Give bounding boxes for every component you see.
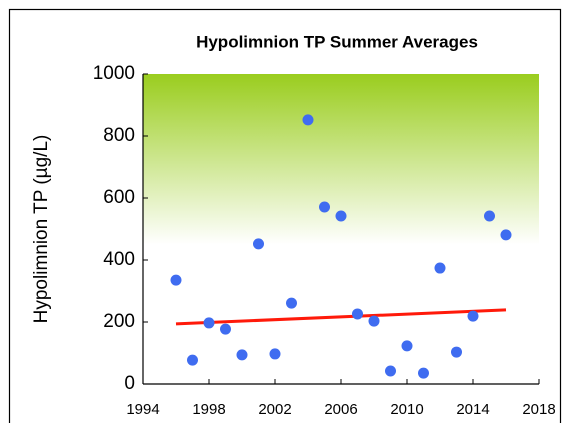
y-tick-label: 0: [124, 373, 135, 394]
x-tick-label: 2006: [324, 401, 357, 418]
data-point: [467, 310, 479, 322]
y-axis-label: Hypolimnion TP (µg/L): [31, 135, 52, 324]
data-point: [451, 346, 462, 358]
data-point: [220, 323, 231, 335]
y-tick-label: 400: [103, 249, 135, 270]
data-point: [500, 229, 512, 241]
data-point: [319, 201, 330, 213]
y-tick-label: 200: [103, 311, 135, 332]
data-point: [170, 274, 182, 286]
x-tick-label: 1998: [192, 401, 225, 418]
data-point: [335, 210, 347, 222]
chart-title: Hypolimnion TP Summer Averages: [196, 32, 478, 51]
data-point: [401, 340, 413, 352]
x-tick-label: 2018: [522, 401, 555, 418]
data-point: [352, 308, 363, 320]
plot-area: [143, 74, 539, 384]
x-tick-label: 2002: [258, 401, 291, 418]
x-tick-label: 1994: [126, 401, 159, 418]
data-point: [286, 297, 297, 309]
data-point: [484, 210, 495, 222]
x-tick-label: 2010: [390, 401, 423, 418]
data-point: [236, 349, 248, 361]
y-tick-label: 800: [103, 125, 135, 146]
data-point: [385, 365, 396, 377]
y-tick-label: 600: [103, 187, 135, 208]
trend-line: [175, 308, 507, 326]
data-point: [302, 114, 314, 126]
data-point: [368, 315, 380, 327]
y-tick-label: 1000: [93, 63, 135, 84]
data-point: [418, 367, 429, 379]
x-tick-label: 2014: [456, 401, 489, 418]
data-point: [203, 317, 215, 329]
data-point: [269, 348, 281, 360]
data-point: [434, 262, 446, 274]
data-point: [253, 238, 264, 250]
data-point: [187, 354, 198, 366]
